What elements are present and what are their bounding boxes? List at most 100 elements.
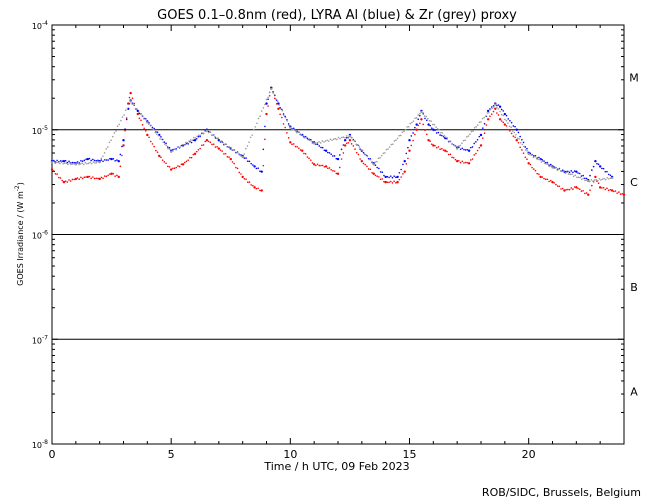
- data-point: [372, 163, 375, 166]
- data-point: [604, 178, 607, 181]
- data-point: [105, 159, 108, 161]
- data-point: [571, 173, 573, 176]
- data-point: [360, 149, 362, 151]
- data-point: [555, 183, 557, 186]
- data-point: [553, 182, 556, 184]
- data-point: [391, 176, 394, 179]
- class-label-A: A: [630, 386, 638, 399]
- data-point: [189, 156, 191, 159]
- data-point: [512, 135, 515, 137]
- data-point: [116, 174, 118, 177]
- data-point: [223, 143, 226, 146]
- data-point: [81, 177, 84, 180]
- data-point: [68, 162, 71, 164]
- data-point: [524, 146, 527, 148]
- data-point: [92, 176, 94, 178]
- data-point: [578, 188, 581, 191]
- data-point: [498, 105, 502, 108]
- data-point: [334, 137, 337, 140]
- data-point: [227, 146, 229, 148]
- data-point: [369, 168, 372, 171]
- data-point: [342, 136, 345, 138]
- data-point: [449, 153, 452, 156]
- x-tick-label-4: 20: [522, 448, 536, 461]
- data-point: [107, 174, 109, 177]
- data-point: [289, 126, 292, 129]
- data-point: [352, 139, 354, 142]
- data-point: [337, 136, 340, 139]
- data-point: [342, 144, 345, 146]
- data-point: [90, 162, 93, 165]
- data-point: [220, 140, 223, 142]
- data-point: [407, 146, 409, 149]
- data-point: [577, 187, 579, 190]
- data-point: [532, 168, 535, 170]
- data-point: [589, 189, 591, 191]
- data-point: [381, 178, 384, 180]
- data-point: [148, 136, 150, 139]
- data-point: [553, 167, 555, 170]
- data-point: [442, 149, 445, 151]
- data-point: [175, 166, 178, 169]
- data-point: [178, 146, 181, 149]
- data-point: [510, 132, 513, 135]
- data-point: [595, 178, 597, 181]
- data-point: [347, 136, 350, 138]
- data-point: [323, 149, 326, 152]
- data-point: [343, 144, 347, 147]
- data-point: [268, 94, 271, 97]
- data-point: [393, 175, 395, 177]
- data-point: [614, 190, 617, 192]
- data-point: [160, 136, 162, 138]
- data-point: [188, 140, 190, 143]
- data-point: [355, 143, 358, 146]
- data-point: [332, 169, 334, 172]
- data-point: [125, 118, 128, 121]
- data-point: [217, 147, 221, 150]
- data-series: [50, 86, 626, 196]
- data-point: [483, 132, 486, 135]
- data-point: [257, 117, 260, 120]
- data-point: [54, 162, 56, 165]
- data-point: [321, 146, 324, 149]
- data-point: [438, 128, 441, 131]
- data-point: [441, 147, 443, 150]
- data-point: [252, 129, 255, 131]
- data-point: [84, 161, 87, 164]
- data-point: [168, 146, 171, 149]
- data-point: [582, 189, 584, 192]
- data-point: [510, 121, 513, 124]
- x-tick-label-1: 5: [168, 448, 175, 461]
- data-point: [189, 139, 192, 141]
- data-point: [204, 140, 207, 143]
- data-point: [78, 178, 81, 181]
- data-point: [371, 162, 373, 164]
- data-point: [73, 162, 76, 165]
- data-point: [363, 152, 366, 155]
- data-point: [240, 173, 242, 175]
- data-point: [458, 159, 460, 162]
- data-point: [196, 135, 198, 138]
- data-point: [134, 107, 137, 110]
- data-point: [214, 135, 216, 138]
- data-point: [100, 159, 103, 161]
- data-point: [280, 108, 282, 110]
- chart-title: GOES 0.1–0.8nm (red), LYRA Al (blue) & Z…: [157, 8, 517, 23]
- data-point: [255, 167, 258, 170]
- data-point: [355, 151, 358, 154]
- data-point: [532, 155, 535, 157]
- data-point: [425, 119, 428, 122]
- data-point: [291, 143, 293, 146]
- data-point: [531, 166, 533, 169]
- data-point: [484, 115, 487, 117]
- data-point: [622, 193, 626, 196]
- data-point: [606, 187, 608, 190]
- data-point: [466, 148, 469, 151]
- data-point: [621, 193, 624, 195]
- data-point: [139, 113, 142, 116]
- data-point: [481, 117, 484, 120]
- data-point: [165, 162, 167, 165]
- data-point: [379, 171, 382, 173]
- flare-class-lines: [52, 129, 624, 340]
- data-point: [318, 141, 320, 143]
